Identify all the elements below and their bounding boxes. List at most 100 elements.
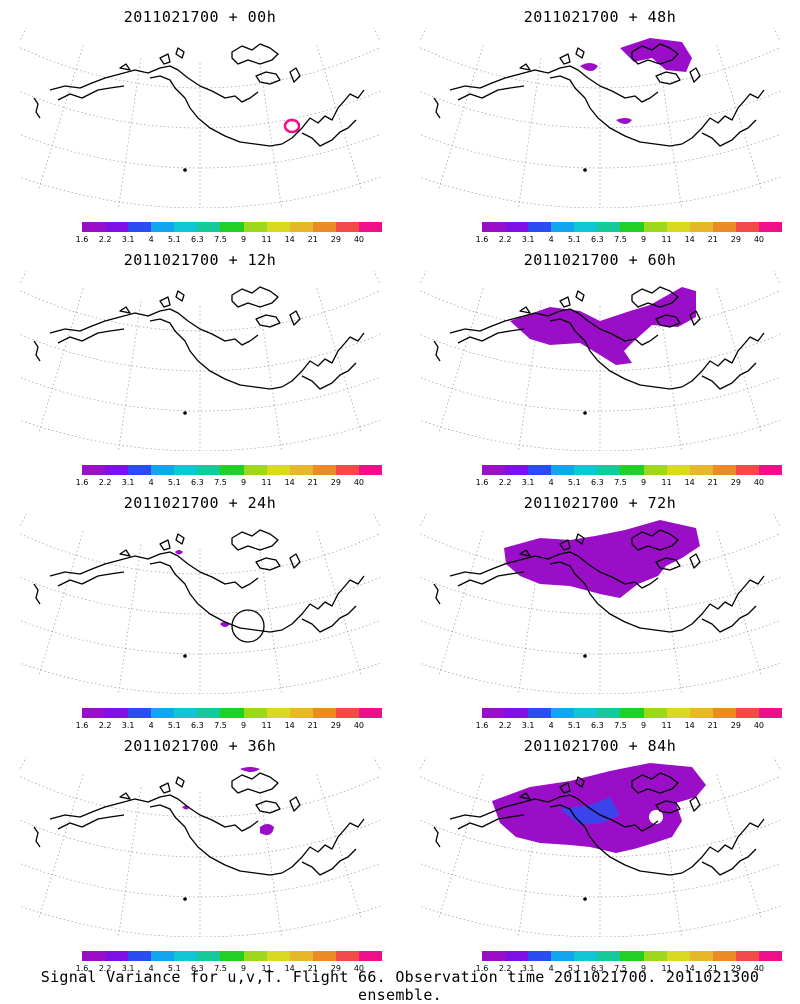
latitude-line — [420, 662, 780, 694]
coast-segment — [301, 362, 357, 390]
coast-segment — [281, 818, 365, 874]
island-dot — [183, 897, 187, 901]
colorbar-swatch — [128, 708, 152, 718]
coast-segment — [119, 63, 131, 71]
graticule — [420, 28, 780, 208]
coast-segment — [301, 119, 357, 147]
coast-segment — [119, 792, 131, 800]
colorbar-tick-label: 6.3 — [191, 478, 204, 487]
colorbar-swatch — [174, 222, 198, 232]
colorbar-tick-label: 11 — [661, 721, 672, 730]
coast-segment — [433, 97, 441, 119]
coast-segment — [457, 571, 525, 587]
colorbar-tick-label: 7.5 — [614, 721, 627, 730]
colorbar-tick-label: 3.1 — [521, 478, 535, 487]
colorbar — [82, 951, 383, 961]
coast-segment — [281, 575, 365, 631]
colorbar-swatch — [528, 222, 552, 232]
colorbar-swatch — [128, 465, 152, 475]
colorbar-tick-label: 6.3 — [191, 235, 204, 244]
coast-segment — [655, 800, 681, 814]
colorbar-tick-label: 11 — [661, 964, 672, 973]
colorbar-swatch — [551, 222, 575, 232]
colorbar-ticks: 1.6 2.2 3.1 4 5.1 6.3 7.5 9 11 14 21 29 40 — [76, 964, 382, 974]
colorbar-swatch — [643, 951, 667, 961]
coast-segment — [575, 290, 585, 302]
polar-map — [420, 514, 780, 694]
longitude-line — [118, 58, 142, 207]
colorbar-swatch — [735, 951, 759, 961]
colorbar-tick-label: 3.1 — [521, 964, 535, 973]
coast-segment — [231, 43, 279, 65]
colorbar-swatch — [758, 708, 783, 718]
colorbar-swatch — [335, 222, 359, 232]
colorbar-swatch — [243, 465, 267, 475]
colorbar-tick-label: 7.5 — [614, 478, 627, 487]
colorbar-swatch — [597, 465, 621, 475]
coast-segment — [549, 318, 683, 390]
coastline — [433, 286, 765, 415]
colorbar-swatch — [574, 951, 598, 961]
colorbar-tick-label: 11 — [261, 721, 272, 730]
coastline — [433, 529, 765, 658]
longitude-line — [658, 58, 682, 207]
colorbar-tick-label: 14 — [284, 721, 295, 730]
colorbar-swatch — [312, 708, 336, 718]
colorbar-tick-label: 1.6 — [75, 964, 89, 973]
colorbar-swatch — [289, 951, 313, 961]
coast-segment — [57, 85, 125, 101]
coast-segment — [231, 529, 279, 551]
longitude-line — [118, 544, 142, 693]
colorbar-swatch — [220, 708, 244, 718]
coast-segment — [449, 65, 659, 103]
colorbar-swatch — [105, 708, 129, 718]
polar-map — [420, 757, 780, 937]
colorbar-swatch — [358, 465, 383, 475]
colorbar-tick-label: 6.3 — [191, 964, 204, 973]
coast-segment — [519, 549, 531, 557]
longitude-line — [420, 28, 427, 42]
coast-segment — [281, 89, 365, 145]
colorbar-tick-label: 29 — [330, 721, 341, 730]
coast-segment — [681, 818, 765, 874]
map-panel-12h: 2011021700 + 12h 1.6 2.2 3.1 4 5.1 6.3 7.5 9 11 1… — [20, 243, 383, 487]
colorbar-tick-label: 3.1 — [121, 235, 135, 244]
coast-segment — [689, 553, 701, 569]
colorbar-tick-label: 40 — [753, 235, 765, 244]
colorbar-swatch — [597, 951, 621, 961]
colorbar-swatch — [735, 708, 759, 718]
colorbar-swatch — [266, 951, 290, 961]
longitude-line — [38, 45, 84, 189]
colorbar-swatch — [289, 465, 313, 475]
coastline — [33, 772, 365, 901]
longitude-line — [258, 58, 282, 207]
panel-title: 2011021700 + 60h — [523, 251, 677, 269]
colorbar-tick-label: 4 — [148, 721, 154, 730]
latitude-line — [420, 47, 780, 89]
colorbar-swatch — [151, 222, 175, 232]
longitude-line — [38, 531, 84, 675]
colorbar-tick-label: 1.6 — [75, 721, 89, 730]
coast-segment — [681, 332, 765, 388]
colorbar-swatch — [689, 222, 713, 232]
colorbar-ticks: 1.6 2.2 3.1 4 5.1 6.3 7.5 9 11 14 21 29 40 — [76, 721, 382, 731]
coast-segment — [631, 43, 679, 65]
signal-gap — [656, 576, 668, 588]
latitude-line — [20, 776, 380, 818]
colorbar-swatch — [82, 708, 106, 718]
colorbar-tick-label: 29 — [730, 721, 741, 730]
colorbar-tick-label: 29 — [730, 478, 741, 487]
colorbar-tick-label: 40 — [753, 478, 765, 487]
colorbar-tick-label: 6.3 — [591, 721, 604, 730]
colorbar-swatch — [266, 708, 290, 718]
colorbar-swatch — [312, 222, 336, 232]
colorbar-tick-label: 40 — [353, 964, 365, 973]
graticule — [20, 514, 380, 694]
colorbar-tick-label: 5.1 — [167, 478, 181, 487]
colorbar-swatch — [174, 951, 198, 961]
signal-area — [175, 550, 183, 555]
map-panel-48h: 2011021700 + 48h 1.6 2.2 3.1 4 5.1 6.3 7.5 9 11 1… — [420, 0, 783, 244]
colorbar-tick-label: 29 — [730, 235, 741, 244]
colorbar-tick-label: 3.1 — [521, 235, 535, 244]
coast-segment — [549, 804, 683, 876]
